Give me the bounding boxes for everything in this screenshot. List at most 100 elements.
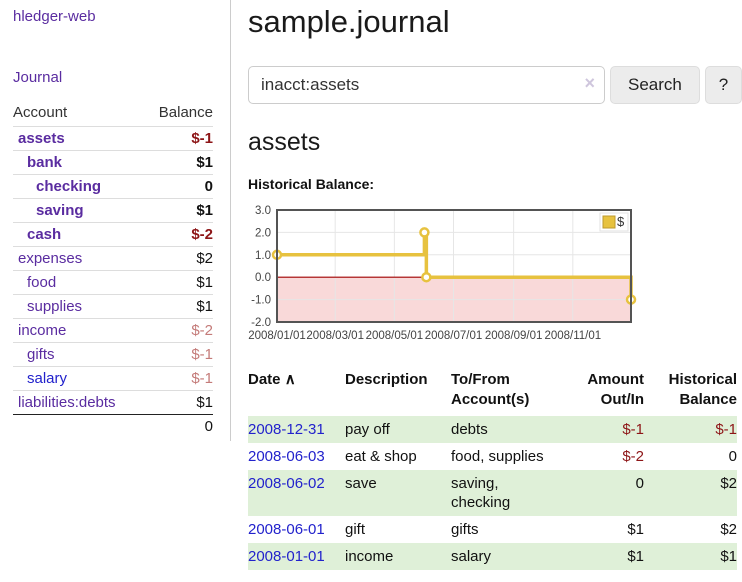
transaction-amount: $-2 (622, 448, 644, 465)
account-balance: $1 (196, 154, 213, 171)
svg-text:2008/03/01: 2008/03/01 (306, 330, 364, 342)
transaction-date-link[interactable]: 2008-06-02 (248, 475, 325, 492)
transaction-balance: $-1 (715, 421, 737, 438)
svg-text:1.0: 1.0 (255, 250, 271, 262)
transaction-amount: 0 (635, 475, 644, 492)
col-header-date[interactable]: Date ∧ (248, 371, 296, 388)
transaction-balance: 0 (728, 448, 737, 465)
svg-text:2.0: 2.0 (255, 227, 271, 239)
svg-text:2008/09/01: 2008/09/01 (485, 330, 543, 342)
account-row: gifts $-1 (13, 342, 213, 367)
help-button[interactable]: ? (704, 66, 742, 104)
sidebar-account-link-expenses[interactable]: expenses (18, 250, 83, 267)
col-header-description: Description (345, 371, 428, 388)
account-balance: $-1 (191, 346, 213, 363)
svg-text:-1.0: -1.0 (251, 295, 271, 307)
transaction-accounts: gifts (451, 521, 479, 538)
search-form: × Search ? (248, 66, 742, 104)
historical-balance-chart: $3.0 2.0 1.0 0.0 -1.0 -2.0 2008/01/01 2008/03/0… (248, 202, 742, 353)
sidebar-account-link-income[interactable]: income (18, 322, 67, 339)
svg-text:2008/01/01: 2008/01/01 (248, 330, 306, 342)
accounts-total-row: 0 (13, 414, 213, 439)
svg-text:0.0: 0.0 (255, 272, 271, 284)
col-header-accounts: To/From Account(s) (451, 371, 530, 408)
sidebar-account-link-supplies[interactable]: supplies (27, 298, 83, 315)
chart-title: Historical Balance: (248, 176, 375, 192)
col-header-balance: Historical Balance (668, 371, 737, 408)
account-balance: $-2 (191, 226, 213, 243)
account-balance: $1 (196, 298, 213, 315)
sidebar-account-link-assets[interactable]: assets (18, 130, 65, 147)
account-row: food $1 (13, 270, 213, 295)
transaction-accounts: saving, checking (451, 475, 511, 511)
account-row: expenses $2 (13, 246, 213, 271)
journal-link[interactable]: Journal (13, 69, 63, 86)
account-row: assets $-1 (13, 126, 213, 151)
svg-text:2008/11/01: 2008/11/01 (544, 330, 601, 342)
account-balance: $-1 (191, 130, 213, 147)
transaction-description: pay off (345, 421, 390, 438)
sidebar-account-link-liabilities-debts[interactable]: liabilities:debts (18, 394, 116, 411)
transaction-accounts: debts (451, 421, 488, 438)
app-title-link[interactable]: hledger-web (13, 8, 96, 25)
transaction-balance: $2 (720, 521, 737, 538)
account-balance: $1 (196, 274, 213, 291)
account-row: cash $-2 (13, 222, 213, 247)
account-balance: $-1 (191, 370, 213, 387)
search-input[interactable] (248, 66, 606, 104)
account-row: liabilities:debts $1 (13, 390, 213, 415)
account-balance: $1 (196, 202, 213, 219)
sidebar-account-link-salary[interactable]: salary (27, 370, 68, 387)
sidebar-account-link-food[interactable]: food (27, 274, 57, 291)
page-title: sample.journal (248, 4, 450, 39)
transaction-date-link[interactable]: 2008-01-01 (248, 548, 325, 565)
account-balance: $-2 (191, 322, 213, 339)
sidebar-account-link-saving[interactable]: saving (36, 202, 84, 219)
transaction-date-link[interactable]: 2008-12-31 (248, 421, 325, 438)
sidebar-account-link-bank[interactable]: bank (27, 154, 63, 171)
account-balance: $1 (196, 394, 213, 411)
account-row: bank $1 (13, 150, 213, 175)
transaction-row: 2008-06-02 save saving, checking 0 $2 (248, 470, 737, 516)
transaction-date-link[interactable]: 2008-06-01 (248, 521, 325, 538)
transaction-balance: $1 (720, 548, 737, 565)
svg-text:2008/05/01: 2008/05/01 (366, 330, 424, 342)
account-balance: $2 (196, 250, 213, 267)
sidebar: hledger-web Journal Account Balance asse… (0, 0, 231, 441)
search-button[interactable]: Search (610, 66, 700, 104)
transaction-description: save (345, 475, 377, 492)
sort-asc-icon: ∧ (284, 371, 296, 388)
balance-col-header: Balance (158, 104, 213, 121)
col-header-amount: Amount Out/In (587, 371, 644, 408)
transaction-description: gift (345, 521, 366, 538)
clear-search-icon[interactable]: × (584, 73, 596, 93)
sidebar-account-link-gifts[interactable]: gifts (27, 346, 55, 363)
account-heading: assets (248, 128, 321, 156)
svg-text:$: $ (617, 214, 625, 229)
account-balance: 0 (204, 178, 213, 195)
account-row: saving $1 (13, 198, 213, 223)
transaction-amount: $1 (627, 548, 644, 565)
account-row: income $-2 (13, 318, 213, 343)
accounts-table: Account Balance assets $-1 bank $1 checking 0… (13, 101, 213, 438)
transaction-amount: $-1 (622, 421, 644, 438)
svg-text:2008/07/01: 2008/07/01 (425, 330, 483, 342)
transaction-description: income (345, 548, 394, 565)
transaction-accounts: food, supplies (451, 448, 544, 465)
svg-text:-2.0: -2.0 (251, 317, 271, 329)
account-row: supplies $1 (13, 294, 213, 319)
account-row: salary $-1 (13, 366, 213, 391)
sidebar-account-link-cash[interactable]: cash (27, 226, 62, 243)
svg-text:3.0: 3.0 (255, 205, 271, 217)
transaction-date-link[interactable]: 2008-06-03 (248, 448, 325, 465)
transaction-accounts: salary (451, 548, 492, 565)
transaction-balance: $2 (720, 475, 737, 492)
transaction-description: eat & shop (345, 448, 417, 465)
accounts-total-value: 0 (204, 418, 213, 435)
transaction-amount: $1 (627, 521, 644, 538)
sidebar-account-link-checking[interactable]: checking (36, 178, 102, 195)
transaction-row: 2008-06-01 gift gifts $1 $2 (248, 516, 737, 543)
transaction-row: 2008-01-01 income salary $1 $1 (248, 543, 737, 570)
accounts-col-header: Account (13, 104, 68, 121)
transaction-row: 2008-06-03 eat & shop food, supplies $-2 0 (248, 443, 737, 470)
